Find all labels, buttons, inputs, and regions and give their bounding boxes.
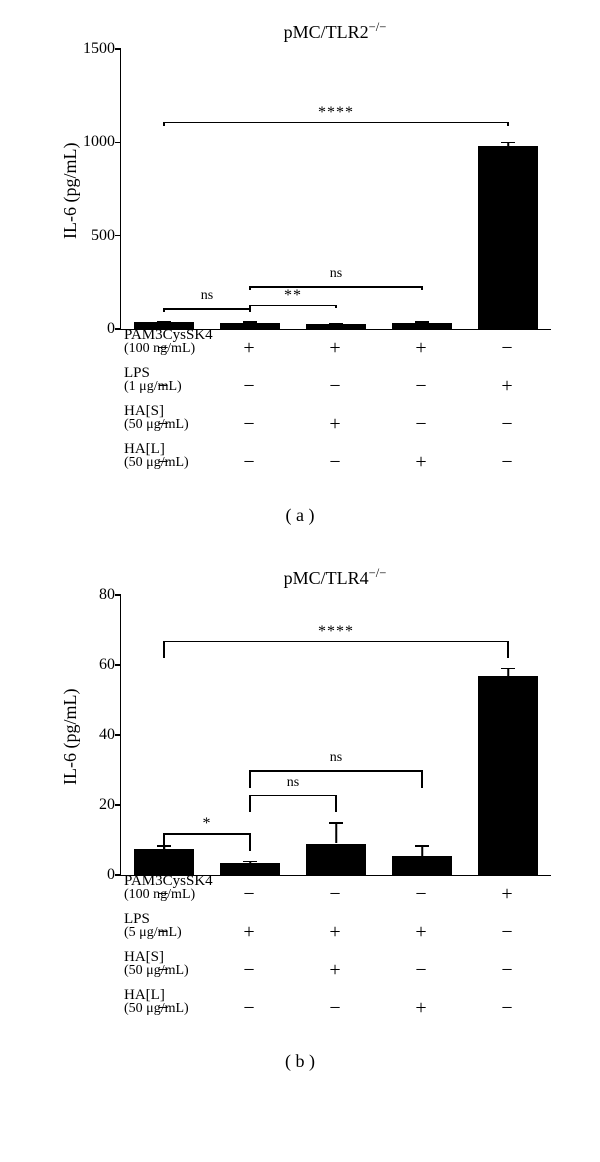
treatment-mark: − [492,997,522,1020]
treatment-row: −−−−+PAM3CysSK4(100 ng/mL) [120,881,550,907]
treatment-row: −−−−+LPS(1 μg/mL) [120,373,550,399]
treatment-mark: + [320,921,350,944]
treatment-mark: − [492,959,522,982]
treatment-mark: − [492,921,522,944]
treatment-mark: + [406,997,436,1020]
treatment-mark: − [320,883,350,906]
panel-b: pMC/TLR4−/− IL-6 (pg/mL) 0 20 40 60 80 * ns ns ***… [0,546,600,1072]
bar [220,863,280,875]
treatment-mark: + [406,921,436,944]
treatment-label: PAM3CysSK4(100 ng/mL) [120,329,240,355]
treatment-mark: − [320,997,350,1020]
treatment-mark: − [492,451,522,474]
bar [134,849,194,875]
treatment-mark: + [492,375,522,398]
y-tick-label: 0 [107,866,121,884]
treatment-mark: + [320,413,350,436]
treatment-mark: − [406,883,436,906]
treatment-mark: − [406,959,436,982]
panel-tag: ( a ) [0,505,600,526]
treatment-label: HA[S](50 μg/mL) [120,405,240,431]
treatment-mark: + [492,883,522,906]
significance-label: **** [318,623,354,641]
y-tick-label: 40 [99,726,121,744]
treatment-row: −+++−LPS(5 μg/mL) [120,919,550,945]
panel-a: pMC/TLR2−/− IL-6 (pg/mL) 0 500 1000 1500 ns ** n… [0,0,600,526]
significance-label: ns [287,775,299,791]
bar [306,844,366,876]
bar [392,323,452,329]
treatment-row: −−+−−HA[S](50 μg/mL) [120,957,550,983]
significance-label: ns [201,288,213,304]
significance-label: ** [284,287,302,305]
treatment-mark: + [320,337,350,360]
y-tick-label: 1000 [83,133,121,151]
treatment-mark: − [492,337,522,360]
chart-area: 050010001500ns**ns**** [120,49,551,330]
y-tick-label: 20 [99,796,121,814]
bar [478,676,538,876]
bar [478,146,538,329]
treatment-mark: − [406,413,436,436]
treatment-mark: − [320,451,350,474]
treatment-label: PAM3CysSK4(100 ng/mL) [120,875,240,901]
treatment-mark: + [406,337,436,360]
chart-area: 020406080*nsns**** [120,595,551,876]
treatment-row: −+++−PAM3CysSK4(100 ng/mL) [120,335,550,361]
bar [306,324,366,329]
bar [392,856,452,875]
y-tick-label: 500 [91,227,121,245]
treatment-mark: + [320,959,350,982]
treatment-label: HA[L](50 μg/mL) [120,443,240,469]
significance-label: **** [318,104,354,122]
y-tick-label: 60 [99,656,121,674]
treatment-mark: − [320,375,350,398]
chart-title: pMC/TLR4−/− [120,566,550,589]
panel-tag: ( b ) [0,1051,600,1072]
y-axis-label: IL-6 (pg/mL) [60,689,81,785]
treatment-row: −−−+−HA[L](50 μg/mL) [120,449,550,475]
treatment-mark: − [406,375,436,398]
treatment-row: −−−+−HA[L](50 μg/mL) [120,995,550,1021]
treatment-label: LPS(1 μg/mL) [120,367,240,393]
treatment-mark: − [492,413,522,436]
y-axis-label: IL-6 (pg/mL) [60,143,81,239]
y-tick-label: 80 [99,586,121,604]
treatment-mark: + [406,451,436,474]
significance-label: ns [330,266,342,282]
treatment-row: −−+−−HA[S](50 μg/mL) [120,411,550,437]
treatment-label: HA[L](50 μg/mL) [120,989,240,1015]
y-tick-label: 0 [107,320,121,338]
chart-title: pMC/TLR2−/− [120,20,550,43]
treatment-label: LPS(5 μg/mL) [120,913,240,939]
significance-label: ns [330,750,342,766]
y-tick-label: 1500 [83,40,121,58]
significance-label: * [203,815,212,833]
treatment-label: HA[S](50 μg/mL) [120,951,240,977]
